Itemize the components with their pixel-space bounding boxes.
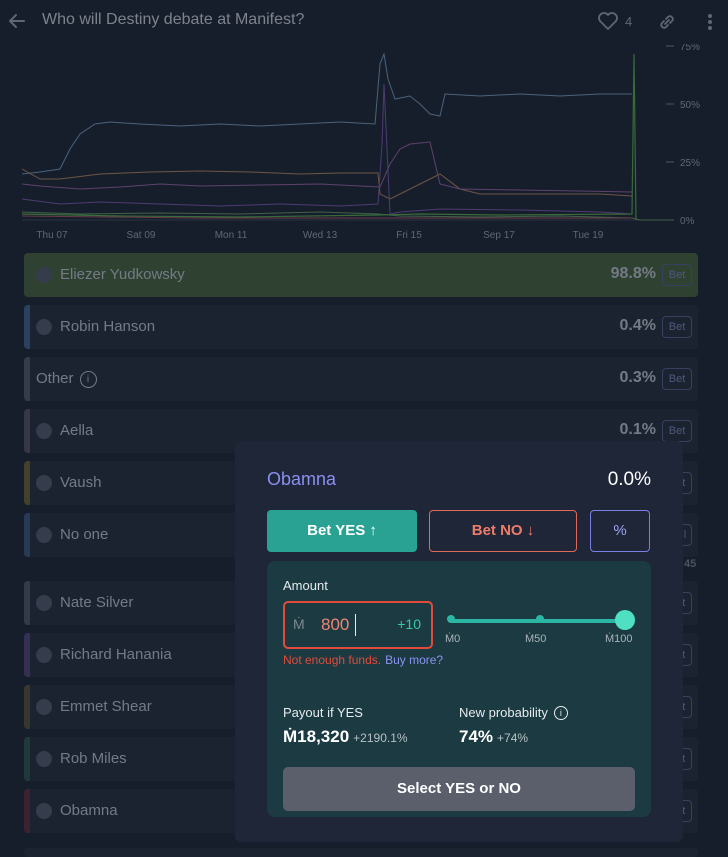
slider-step (536, 615, 544, 623)
slider-step (447, 615, 455, 623)
error-text: Not enough funds. (283, 653, 382, 667)
y-tick-label: 0% (680, 216, 695, 227)
answer-name: Vaush (60, 474, 102, 491)
partial-label: 45 (684, 558, 697, 570)
y-tick-label: 50% (680, 100, 700, 111)
more-options-icon[interactable] (702, 10, 718, 34)
answer-name: Aella (60, 422, 94, 439)
answer-name: Richard Hanania (60, 646, 172, 663)
avatar (36, 647, 52, 663)
error-message: Not enough funds. Buy more? (283, 653, 443, 667)
increment-button[interactable]: +10 (397, 616, 421, 632)
series-line (21, 215, 632, 219)
slider-thumb[interactable] (615, 610, 635, 630)
dialog-answer-title: Obamna (267, 469, 337, 489)
answer-probability: 98.8% (610, 265, 656, 282)
dialog-probability: 0.0% (607, 469, 651, 490)
answer-row[interactable]: Other i 0.3% Bet (24, 357, 698, 401)
answer-name: Rob Miles (60, 750, 127, 767)
answer-name: Other i (36, 370, 97, 388)
avatar (36, 699, 52, 715)
bet-yes-button[interactable]: Bet YES ↑ (267, 510, 417, 552)
answer-row (24, 848, 698, 857)
answer-name: Nate Silver (60, 594, 134, 611)
answer-name: Eliezer Yudkowsky (60, 266, 185, 283)
x-tick-label: Mon 11 (215, 230, 248, 241)
slider-tick-label: Ṁ0 (445, 633, 461, 645)
answer-row[interactable]: Eliezer Yudkowsky 98.8% Bet (24, 253, 698, 297)
y-tick-label: 25% (680, 158, 700, 169)
series-line (21, 52, 632, 175)
x-tick-label: Tue 19 (573, 230, 604, 241)
amount-value[interactable]: 800 (321, 615, 350, 634)
series-line (21, 53, 637, 221)
info-icon[interactable]: i (79, 371, 97, 388)
bet-button[interactable]: Bet (662, 264, 692, 286)
answer-name: Emmet Shear (60, 698, 152, 715)
new-probability-value: 74% +74% (459, 727, 529, 746)
answer-name: Robin Hanson (60, 318, 156, 335)
answer-probability: 0.3% (619, 369, 656, 386)
like-count: 4 (625, 13, 633, 29)
mana-currency-icon: Ṁ (293, 616, 305, 632)
payout-label: Payout if YES (283, 705, 363, 720)
bet-dialog: Obamna 0.0% Bet YES ↑ Bet NO ↓ % Amount … (235, 441, 683, 842)
avatar (36, 595, 52, 611)
x-tick-label: Wed 13 (303, 230, 338, 241)
series-line (21, 83, 633, 215)
y-tick-label: 75% (680, 44, 700, 53)
link-icon[interactable] (656, 11, 678, 33)
x-tick-label: Fri 15 (396, 230, 422, 241)
header: Who will Destiny debate at Manifest? 4 (0, 0, 728, 44)
avatar (36, 803, 52, 819)
x-tick-label: Thu 07 (36, 230, 68, 241)
avatar (36, 475, 52, 491)
avatar (36, 751, 52, 767)
limit-order-button[interactable]: % (590, 510, 650, 552)
payout-value: Ṁ18,320 +2190.1% (283, 727, 408, 746)
payout-change: +2190.1% (353, 731, 408, 745)
answer-probability: 0.4% (619, 317, 656, 334)
answer-name: No one (60, 526, 109, 543)
text-caret (355, 614, 356, 636)
page-title: Who will Destiny debate at Manifest? (42, 11, 305, 28)
back-arrow-icon[interactable] (6, 10, 28, 32)
bet-button[interactable]: Bet (662, 316, 692, 338)
chart-series (21, 52, 670, 221)
avatar (36, 319, 52, 335)
bet-panel: Amount Ṁ 800 +10 Ṁ0 Ṁ50 Ṁ100 Not enough … (267, 561, 651, 817)
buy-more-link[interactable]: Buy more? (385, 653, 444, 667)
x-tick-label: Sat 09 (127, 230, 156, 241)
bet-button[interactable]: Bet (662, 368, 692, 390)
series-line (21, 168, 633, 200)
answer-probability: 0.1% (619, 421, 656, 438)
answer-name: Obamna (60, 802, 118, 819)
avatar (36, 267, 52, 283)
info-icon[interactable]: i (553, 706, 568, 720)
amount-label: Amount (283, 578, 328, 593)
bet-no-button[interactable]: Bet NO ↓ (429, 510, 577, 552)
slider-tick-label: Ṁ100 (605, 633, 633, 645)
probability-chart[interactable]: 75% 50% 25% 0% Thu 07 Sat 09 Mon 11 Wed 13 Fri … (0, 44, 728, 244)
slider-tick-label: Ṁ50 (525, 633, 547, 645)
amount-input[interactable]: Ṁ 800 +10 (283, 601, 433, 649)
y-axis-ticks: 75% 50% 25% 0% (666, 44, 700, 227)
x-tick-label: Sep 17 (483, 230, 515, 241)
x-axis-ticks: Thu 07 Sat 09 Mon 11 Wed 13 Fri 15 Sep 17 Tue … (36, 230, 603, 241)
like-button[interactable]: 4 (597, 11, 632, 31)
new-probability-change: +74% (497, 731, 529, 745)
bet-button[interactable]: Bet (662, 420, 692, 442)
new-probability-label: New probability i (459, 705, 568, 720)
series-line (21, 141, 633, 193)
heart-icon (598, 12, 618, 30)
submit-bet-button[interactable]: Select YES or NO (283, 767, 635, 811)
avatar (36, 423, 52, 439)
avatar (36, 527, 52, 543)
answer-row[interactable]: Robin Hanson 0.4% Bet (24, 305, 698, 349)
